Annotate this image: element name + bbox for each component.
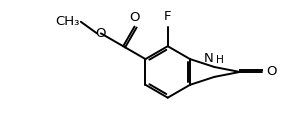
- Text: O: O: [266, 65, 276, 78]
- Text: N: N: [204, 52, 214, 65]
- Text: CH₃: CH₃: [55, 15, 80, 28]
- Text: F: F: [164, 10, 172, 23]
- Text: O: O: [96, 27, 106, 40]
- Text: O: O: [129, 11, 140, 24]
- Text: H: H: [217, 55, 224, 65]
